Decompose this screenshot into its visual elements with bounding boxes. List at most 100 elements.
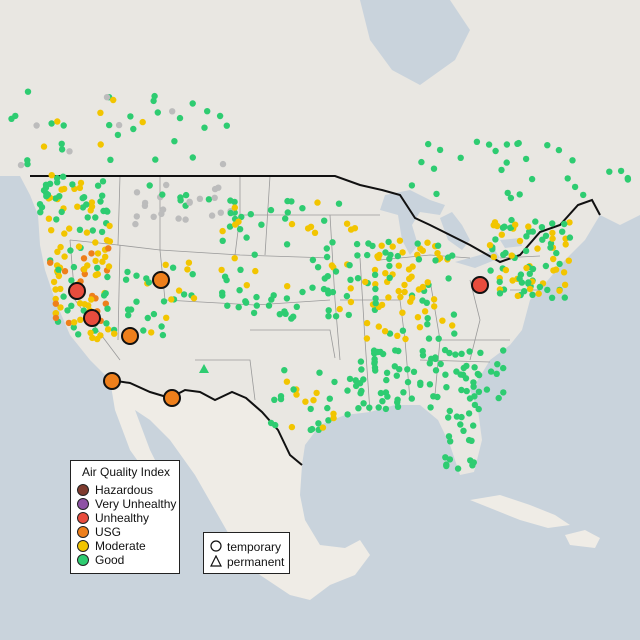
- station-marker: [186, 199, 193, 206]
- station-marker: [404, 378, 412, 386]
- station-marker: [328, 262, 336, 269]
- station-marker: [281, 367, 288, 374]
- station-marker: [151, 92, 158, 100]
- station-marker: [74, 203, 81, 210]
- legend-label: USG: [95, 525, 122, 539]
- station-marker: [243, 282, 250, 289]
- station-marker: [425, 335, 433, 342]
- station-marker: [354, 252, 361, 259]
- station-marker: [177, 197, 184, 204]
- station-marker: [133, 272, 140, 279]
- station-marker: [60, 122, 67, 129]
- station-marker: [357, 358, 365, 365]
- station-marker: [473, 138, 481, 145]
- station-marker: [561, 281, 569, 288]
- station-marker: [40, 187, 48, 194]
- station-marker: [92, 257, 99, 265]
- legend-label: Moderate: [95, 539, 146, 553]
- station-marker: [189, 154, 196, 161]
- station-marker: [99, 192, 106, 199]
- station-marker: [163, 181, 170, 189]
- station-marker: [125, 312, 132, 319]
- station-marker: [360, 376, 367, 383]
- station-marker: [394, 332, 401, 339]
- station-marker: [434, 250, 441, 257]
- station-marker: [465, 436, 473, 444]
- cuba-land: [470, 495, 570, 528]
- station-marker: [24, 160, 31, 168]
- station-marker: [320, 285, 328, 293]
- station-marker: [106, 222, 113, 230]
- station-marker: [180, 291, 188, 298]
- station-marker: [61, 253, 68, 260]
- legend-label: temporary: [227, 540, 282, 554]
- station-marker: [495, 394, 502, 402]
- station-marker: [283, 295, 291, 302]
- station-marker: [496, 278, 503, 286]
- station-marker: [542, 232, 550, 239]
- station-marker: [355, 405, 362, 412]
- station-marker: [87, 329, 94, 337]
- station-marker: [434, 242, 442, 249]
- station-marker: [99, 178, 107, 185]
- canada-land: [0, 0, 640, 262]
- mexico-land: [110, 380, 370, 600]
- station-marker: [54, 248, 61, 255]
- temporary-station-marker: [471, 276, 489, 294]
- station-marker: [231, 198, 238, 206]
- station-marker: [283, 241, 291, 248]
- station-marker: [176, 114, 184, 122]
- station-marker: [414, 240, 421, 247]
- station-marker: [493, 370, 500, 377]
- station-marker: [329, 239, 336, 246]
- station-marker: [66, 225, 73, 232]
- station-marker: [346, 262, 353, 269]
- station-marker: [67, 247, 74, 254]
- station-marker: [445, 275, 452, 282]
- station-marker: [566, 219, 573, 226]
- legend-label: Good: [95, 553, 125, 567]
- station-marker: [253, 302, 260, 309]
- station-marker: [163, 314, 170, 321]
- station-marker: [293, 303, 300, 310]
- station-marker: [483, 386, 491, 393]
- station-marker: [89, 227, 97, 234]
- station-marker: [514, 292, 521, 300]
- station-marker: [536, 283, 544, 291]
- station-marker: [372, 281, 379, 288]
- station-marker: [283, 378, 291, 385]
- station-marker: [430, 165, 438, 172]
- station-marker: [471, 401, 479, 409]
- station-marker: [332, 268, 340, 275]
- station-marker: [564, 175, 571, 182]
- station-marker: [221, 273, 229, 280]
- station-marker: [556, 287, 563, 294]
- station-marker: [445, 414, 452, 421]
- station-marker: [385, 238, 392, 246]
- station-marker: [544, 142, 551, 149]
- station-marker: [548, 294, 556, 301]
- station-marker: [250, 309, 258, 317]
- station-marker: [401, 288, 408, 296]
- station-marker: [523, 264, 530, 272]
- station-marker: [160, 298, 168, 305]
- station-marker: [52, 310, 60, 317]
- station-marker: [103, 94, 111, 101]
- station-marker: [190, 295, 198, 302]
- station-marker: [103, 320, 110, 327]
- station-marker: [272, 421, 279, 429]
- station-marker: [500, 364, 507, 372]
- station-marker: [569, 157, 576, 164]
- station-marker: [465, 410, 473, 417]
- station-marker: [115, 121, 123, 129]
- station-marker: [158, 210, 165, 218]
- temporary-station-marker: [163, 389, 181, 407]
- station-marker: [408, 294, 416, 302]
- station-marker: [319, 424, 327, 431]
- station-marker: [343, 292, 351, 300]
- station-marker: [385, 294, 392, 301]
- station-marker: [299, 288, 306, 296]
- station-marker: [97, 332, 104, 339]
- station-marker: [446, 407, 453, 415]
- station-marker: [271, 396, 278, 403]
